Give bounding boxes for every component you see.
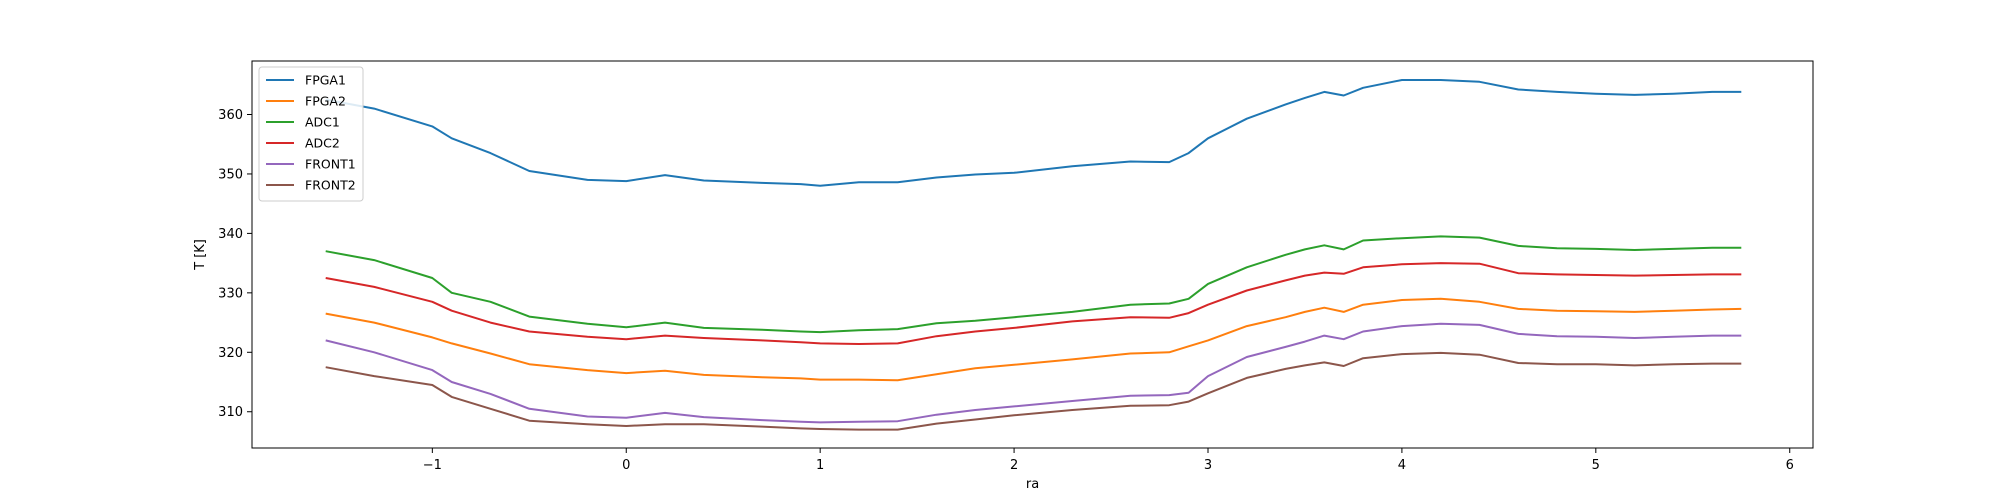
axes-frame (251, 60, 1814, 449)
y-tick-label: 320 (218, 346, 243, 361)
axes: −1 0 1 2 3 4 5 6 310 320 330 340 350 360 ra T [K] (193, 60, 1814, 492)
y-tick-label: 340 (218, 227, 243, 242)
y-tick-label: 330 (218, 286, 243, 301)
legend: FPGA1 FPGA2 ADC1 ADC2 FRONT1 FRONT2 (258, 66, 364, 202)
series-line-fpga1 (325, 79, 1742, 187)
series-line-adc1 (325, 235, 1742, 334)
y-axis-label: T [K] (193, 239, 208, 271)
x-tick-label: 0 (622, 458, 630, 473)
y-tick-label: 360 (218, 108, 243, 123)
legend-label-fpga2: FPGA2 (305, 94, 346, 109)
x-tick-label: 1 (816, 458, 824, 473)
x-tick-label: 5 (1592, 458, 1600, 473)
y-tick-label: 310 (218, 405, 243, 420)
series-line-fpga2 (325, 297, 1742, 382)
x-tick-label: 6 (1786, 458, 1794, 473)
series-line-front1 (325, 322, 1742, 424)
y-tick-label: 350 (218, 167, 243, 182)
series-line-adc2 (325, 262, 1742, 345)
legend-label-adc2: ADC2 (305, 136, 340, 151)
x-tick-label: 3 (1204, 458, 1212, 473)
x-axis-label: ra (1026, 477, 1039, 492)
legend-label-front1: FRONT1 (305, 157, 356, 172)
legend-label-adc1: ADC1 (305, 115, 340, 130)
x-tick-label: 2 (1010, 458, 1018, 473)
x-tick-label: 4 (1398, 458, 1406, 473)
legend-label-front2: FRONT2 (305, 178, 356, 193)
series-line-front2 (325, 351, 1742, 431)
legend-label-fpga1: FPGA1 (305, 73, 346, 88)
x-tick-label: −1 (423, 458, 442, 473)
plot-area (325, 79, 1742, 431)
